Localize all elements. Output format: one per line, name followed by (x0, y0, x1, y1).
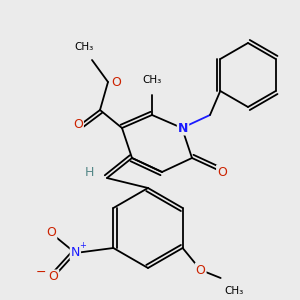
Text: CH₃: CH₃ (142, 75, 162, 85)
Text: N: N (178, 122, 188, 134)
Text: O: O (46, 226, 56, 239)
Text: O: O (196, 263, 206, 277)
Text: H: H (84, 167, 94, 179)
Text: CH₃: CH₃ (225, 286, 244, 296)
Text: N: N (71, 247, 80, 260)
Text: O: O (111, 76, 121, 88)
Text: O: O (73, 118, 83, 131)
Text: O: O (48, 271, 58, 284)
Text: −: − (36, 266, 46, 278)
Text: +: + (79, 242, 86, 250)
Text: CH₃: CH₃ (74, 42, 94, 52)
Text: O: O (217, 166, 227, 178)
